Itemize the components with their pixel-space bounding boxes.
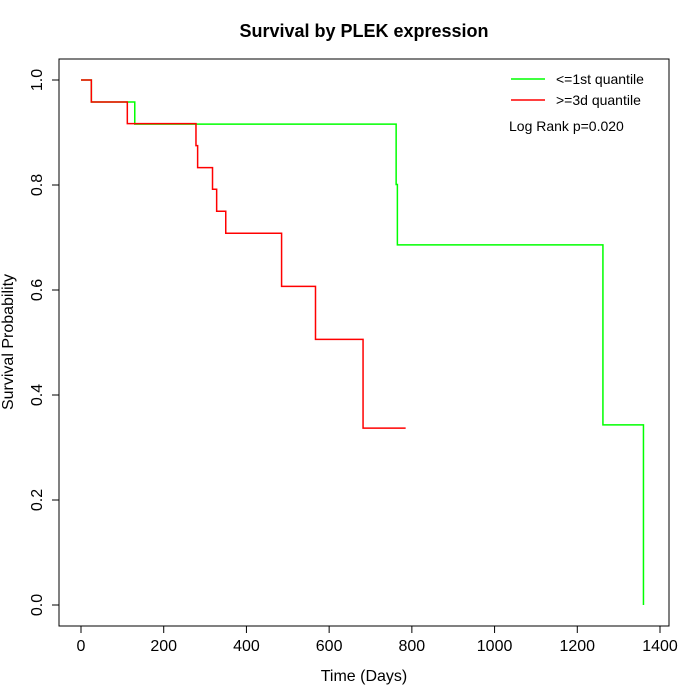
x-tick-label: 600 xyxy=(316,638,343,655)
legend: <=1st quantile >=3d quantile Log Rank p=… xyxy=(509,71,644,134)
legend-label-high: >=3d quantile xyxy=(556,92,641,108)
x-tick-label: 0 xyxy=(77,638,86,655)
y-tick-label: 1.0 xyxy=(29,69,46,91)
chart-title: Survival by PLEK expression xyxy=(239,21,488,41)
y-axis-label: Survival Probability xyxy=(0,274,17,410)
x-tick-label: 200 xyxy=(150,638,177,655)
y-axis: 0.0 0.2 0.4 0.6 0.8 1.0 xyxy=(29,69,60,616)
series-high-expression-curve xyxy=(81,79,406,429)
x-axis-label: Time (Days) xyxy=(321,668,408,685)
x-axis: 0 200 400 600 800 1000 1200 1400 xyxy=(77,625,678,655)
y-tick-label: 0.4 xyxy=(29,384,46,406)
plot-frame xyxy=(58,58,670,627)
y-tick-label: 0.2 xyxy=(29,489,46,511)
x-tick-label: 800 xyxy=(399,638,426,655)
x-tick-label: 400 xyxy=(233,638,260,655)
y-tick-label: 0.8 xyxy=(29,174,46,196)
legend-label-low: <=1st quantile xyxy=(556,71,644,87)
y-tick-label: 0.6 xyxy=(29,279,46,301)
x-tick-label: 1400 xyxy=(642,638,678,655)
y-tick-label: 0.0 xyxy=(29,594,46,616)
log-rank-annotation: Log Rank p=0.020 xyxy=(509,118,624,134)
x-tick-label: 1200 xyxy=(559,638,595,655)
x-tick-label: 1000 xyxy=(477,638,513,655)
series-low-expression-curve xyxy=(81,79,645,605)
series-layer xyxy=(81,79,645,605)
